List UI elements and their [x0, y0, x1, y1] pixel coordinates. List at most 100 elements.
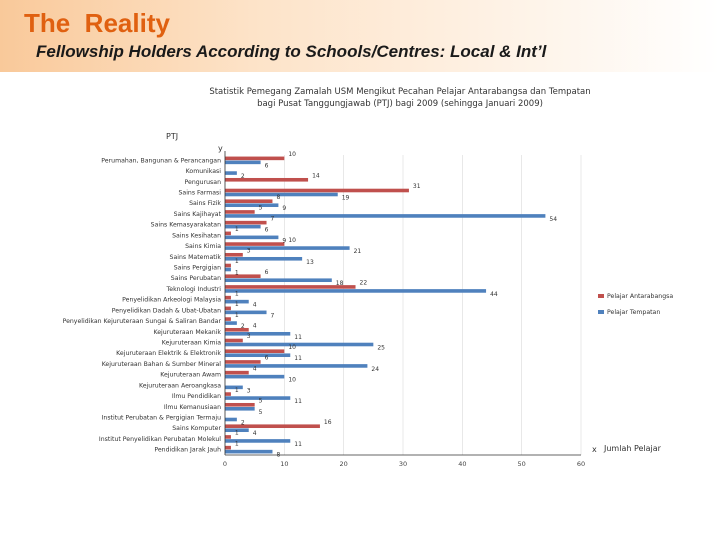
bar-tempatan: [225, 385, 243, 390]
data-label: 6: [265, 355, 269, 362]
data-label: 5: [259, 409, 263, 416]
chart-title-line-2: bagi Pusat Tanggungjawab (PTJ) bagi 2009…: [257, 99, 543, 109]
data-label: 3: [247, 333, 251, 340]
bar-antarabangsa: [225, 445, 231, 450]
bar-tempatan: [225, 417, 237, 422]
bar-antarabangsa: [225, 285, 356, 289]
bar-antarabangsa: [225, 392, 231, 396]
bar-antarabangsa: [225, 252, 243, 257]
data-label: 22: [360, 280, 368, 287]
data-label: 54: [549, 216, 557, 223]
bar-antarabangsa: [225, 274, 261, 279]
category-label: Teknologi Industri: [166, 286, 222, 293]
data-label: 19: [342, 195, 350, 202]
category-label: Sains Kemasyarakatan: [151, 222, 221, 229]
bar-tempatan: [225, 224, 261, 229]
data-label: 10: [288, 237, 296, 244]
data-label: 1: [235, 387, 239, 394]
slide-subtitle: Fellowship Holders According to Schools/…: [36, 42, 547, 61]
x-tick-label: 20: [340, 460, 348, 468]
data-label: 8: [276, 194, 280, 201]
data-label: 2: [241, 323, 245, 330]
bar-antarabangsa: [225, 338, 243, 343]
bar-tempatan: [225, 331, 291, 336]
bar-tempatan: [225, 439, 291, 443]
x-tick-label: 40: [458, 460, 466, 468]
x-axis-title: Jumlah Pelajar: [603, 444, 662, 453]
data-label: 4: [253, 365, 257, 372]
data-label: 11: [294, 355, 302, 362]
y-axis-letter: y: [218, 144, 223, 153]
category-label: Sains Kesihatan: [172, 232, 221, 239]
bar-antarabangsa: [225, 210, 255, 214]
data-label: 5: [259, 205, 263, 212]
bar-tempatan: [225, 321, 237, 325]
bar-tempatan: [225, 289, 487, 293]
bar-tempatan: [225, 171, 237, 175]
category-label: Institut Perubatan & Pergigian Termaju: [102, 415, 221, 422]
bar-antarabangsa: [225, 263, 231, 268]
category-label: Perumahan, Bangunan & Perancangan: [101, 157, 221, 164]
bar-tempatan: [225, 310, 267, 315]
category-label: Kejuruteraan Bahan & Sumber Mineral: [102, 361, 222, 368]
data-label: 11: [294, 334, 302, 341]
bar-antarabangsa: [225, 370, 249, 375]
bar-tempatan: [225, 406, 255, 411]
data-label: 6: [265, 162, 269, 169]
data-label: 16: [324, 419, 332, 426]
data-label: 1: [235, 290, 239, 297]
data-label: 11: [294, 441, 302, 448]
bar-tempatan: [225, 353, 291, 358]
category-label: Penyelidikan Kejuruteraan Sungai & Salir…: [63, 318, 222, 325]
category-label: Penyelidikan Dadah & Ubat-Ubatan: [112, 307, 221, 314]
category-label: Sains Farmasi: [178, 190, 221, 197]
data-label: 1: [235, 226, 239, 233]
bar-antarabangsa: [225, 317, 231, 321]
category-label: Institut Penyelidikan Perubatan Molekul: [99, 436, 221, 443]
data-label: 21: [354, 248, 362, 255]
bar-tempatan: [225, 235, 279, 240]
bar-antarabangsa: [225, 242, 285, 246]
category-label: Kejuruteraan Elektrik & Elektronik: [116, 350, 221, 357]
category-label: Ilmu Pendidikan: [172, 393, 221, 400]
category-label: Sains Fizik: [189, 200, 221, 207]
data-label: 1: [235, 301, 239, 308]
bar-tempatan: [225, 364, 368, 368]
bar-antarabangsa: [225, 327, 249, 332]
bar-antarabangsa: [225, 435, 231, 439]
data-label: 2: [241, 173, 245, 180]
bar-antarabangsa: [225, 424, 320, 429]
data-label: 1: [235, 440, 239, 447]
data-label: 1: [235, 270, 239, 277]
category-label: Pendidikan Jarak Jauh: [154, 447, 221, 454]
category-label: Pengurusan: [185, 179, 222, 186]
bar-tempatan: [225, 278, 332, 283]
x-tick-label: 10: [280, 460, 288, 468]
data-label: 4: [253, 322, 257, 329]
bar-antarabangsa: [225, 306, 231, 311]
category-label: Kejuruteraan Aeroangkasa: [139, 382, 221, 389]
y-axis-title: PTJ: [166, 132, 178, 141]
bar-tempatan: [225, 267, 231, 272]
data-label: 1: [235, 258, 239, 265]
category-label: Sains Kimia: [185, 243, 221, 250]
data-label: 7: [271, 215, 275, 222]
slide-title: The Reality: [24, 8, 170, 38]
category-label: Sains Komputer: [172, 425, 221, 432]
header-band: [0, 0, 720, 72]
data-label: 6: [265, 269, 269, 276]
data-label: 18: [336, 280, 344, 287]
data-label: 2: [241, 420, 245, 427]
data-label: 24: [371, 366, 379, 373]
data-label: 4: [253, 430, 257, 437]
bar-antarabangsa: [225, 188, 409, 193]
category-label: Sains Kajihayat: [174, 211, 222, 218]
x-axis-letter: x: [592, 445, 597, 454]
data-label: 9: [282, 237, 286, 244]
data-label: 7: [271, 312, 275, 319]
x-tick-label: 30: [399, 460, 407, 468]
bar-antarabangsa: [225, 295, 231, 300]
chart-title-line-1: Statistik Pemegang Zamalah USM Mengikut …: [209, 87, 590, 97]
legend-label-tempatan: Pelajar Tempatan: [607, 309, 660, 316]
data-label: 10: [288, 377, 296, 384]
